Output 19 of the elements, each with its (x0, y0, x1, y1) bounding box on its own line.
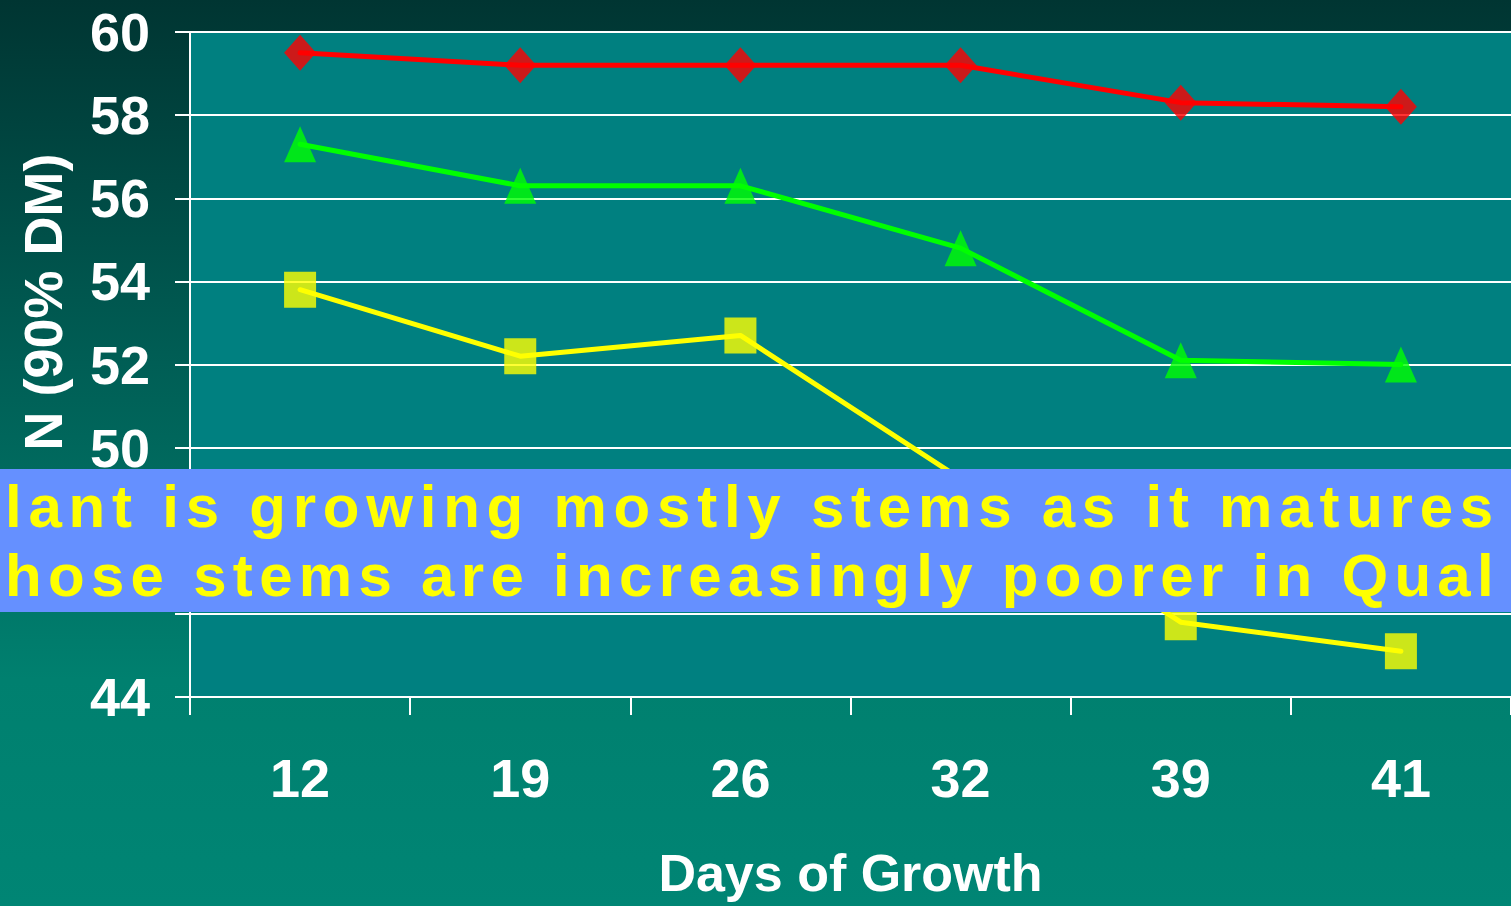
y-tick-label: 56 (89, 168, 150, 229)
y-tick-label: 58 (89, 85, 150, 146)
y-tick-label: 44 (89, 667, 150, 727)
point (1384, 346, 1417, 383)
y-tick-label: 52 (89, 334, 150, 395)
y-axis-title: N (90% DM) (13, 153, 73, 451)
point (284, 271, 317, 308)
y-tick-label: 60 (89, 2, 150, 62)
x-tick-label: 41 (1370, 748, 1431, 808)
x-axis-title: Days of Growth (658, 844, 1043, 902)
x-tick-label: 39 (1150, 748, 1211, 808)
point (1384, 633, 1417, 670)
y-tick-label: 54 (89, 251, 150, 312)
annotation: hose stems are increasingly poorer in Qual (5, 541, 1500, 610)
x-tick-label: 19 (490, 748, 551, 808)
x-tick-label: 26 (710, 748, 771, 808)
x-tick-label: 12 (270, 748, 331, 808)
x-tick-label: 32 (930, 748, 991, 808)
text-banner: lant is growing mostly stems as it matures hose stems are increasingly poorer in Qual (0, 469, 1511, 612)
